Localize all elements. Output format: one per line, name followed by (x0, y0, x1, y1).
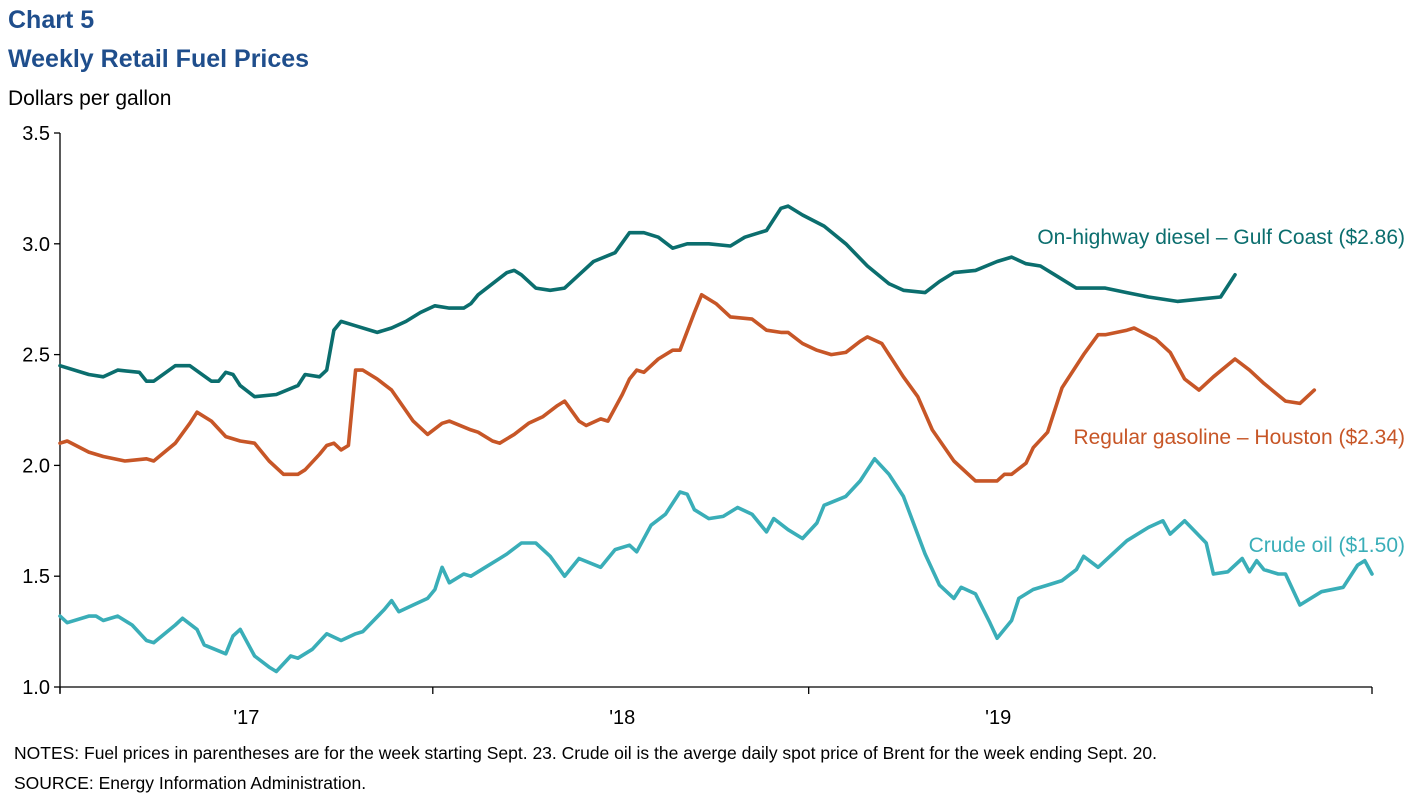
x-tick-label: '18 (609, 707, 635, 729)
series-annotation-2: Crude oil ($1.50) (1249, 534, 1405, 557)
chart-title: Weekly Retail Fuel Prices (8, 45, 310, 73)
y-tick-label: 3.0 (22, 234, 50, 256)
series-line-1 (58, 293, 1317, 483)
series-annotation-0: On-highway diesel – Gulf Coast ($2.86) (1037, 226, 1405, 249)
chart-source: SOURCE: Energy Information Administratio… (14, 773, 367, 793)
series-line-0 (58, 204, 1237, 399)
y-tick-label: 2.5 (22, 345, 50, 367)
chart-axes: 1.0 1.5 2.0 2.5 3.0 3.5 '17 '18 '19 (22, 123, 1373, 729)
chart-number: Chart 5 (8, 6, 95, 34)
y-axis-label: Dollars per gallon (8, 87, 172, 110)
series-layer (58, 204, 1374, 674)
x-tick-label: '17 (233, 707, 259, 729)
annotation-layer: On-highway diesel – Gulf Coast ($2.86) Re… (1037, 226, 1405, 557)
y-tick-label: 1.0 (22, 677, 50, 699)
y-tick-label: 1.5 (22, 566, 50, 588)
series-line-2 (58, 457, 1374, 674)
chart-notes: NOTES: Fuel prices in parentheses are fo… (14, 743, 1157, 763)
y-tick-label: 3.5 (22, 123, 50, 145)
series-annotation-1: Regular gasoline – Houston ($2.34) (1073, 426, 1405, 449)
x-tick-label: '19 (985, 707, 1011, 729)
y-tick-label: 2.0 (22, 455, 50, 477)
